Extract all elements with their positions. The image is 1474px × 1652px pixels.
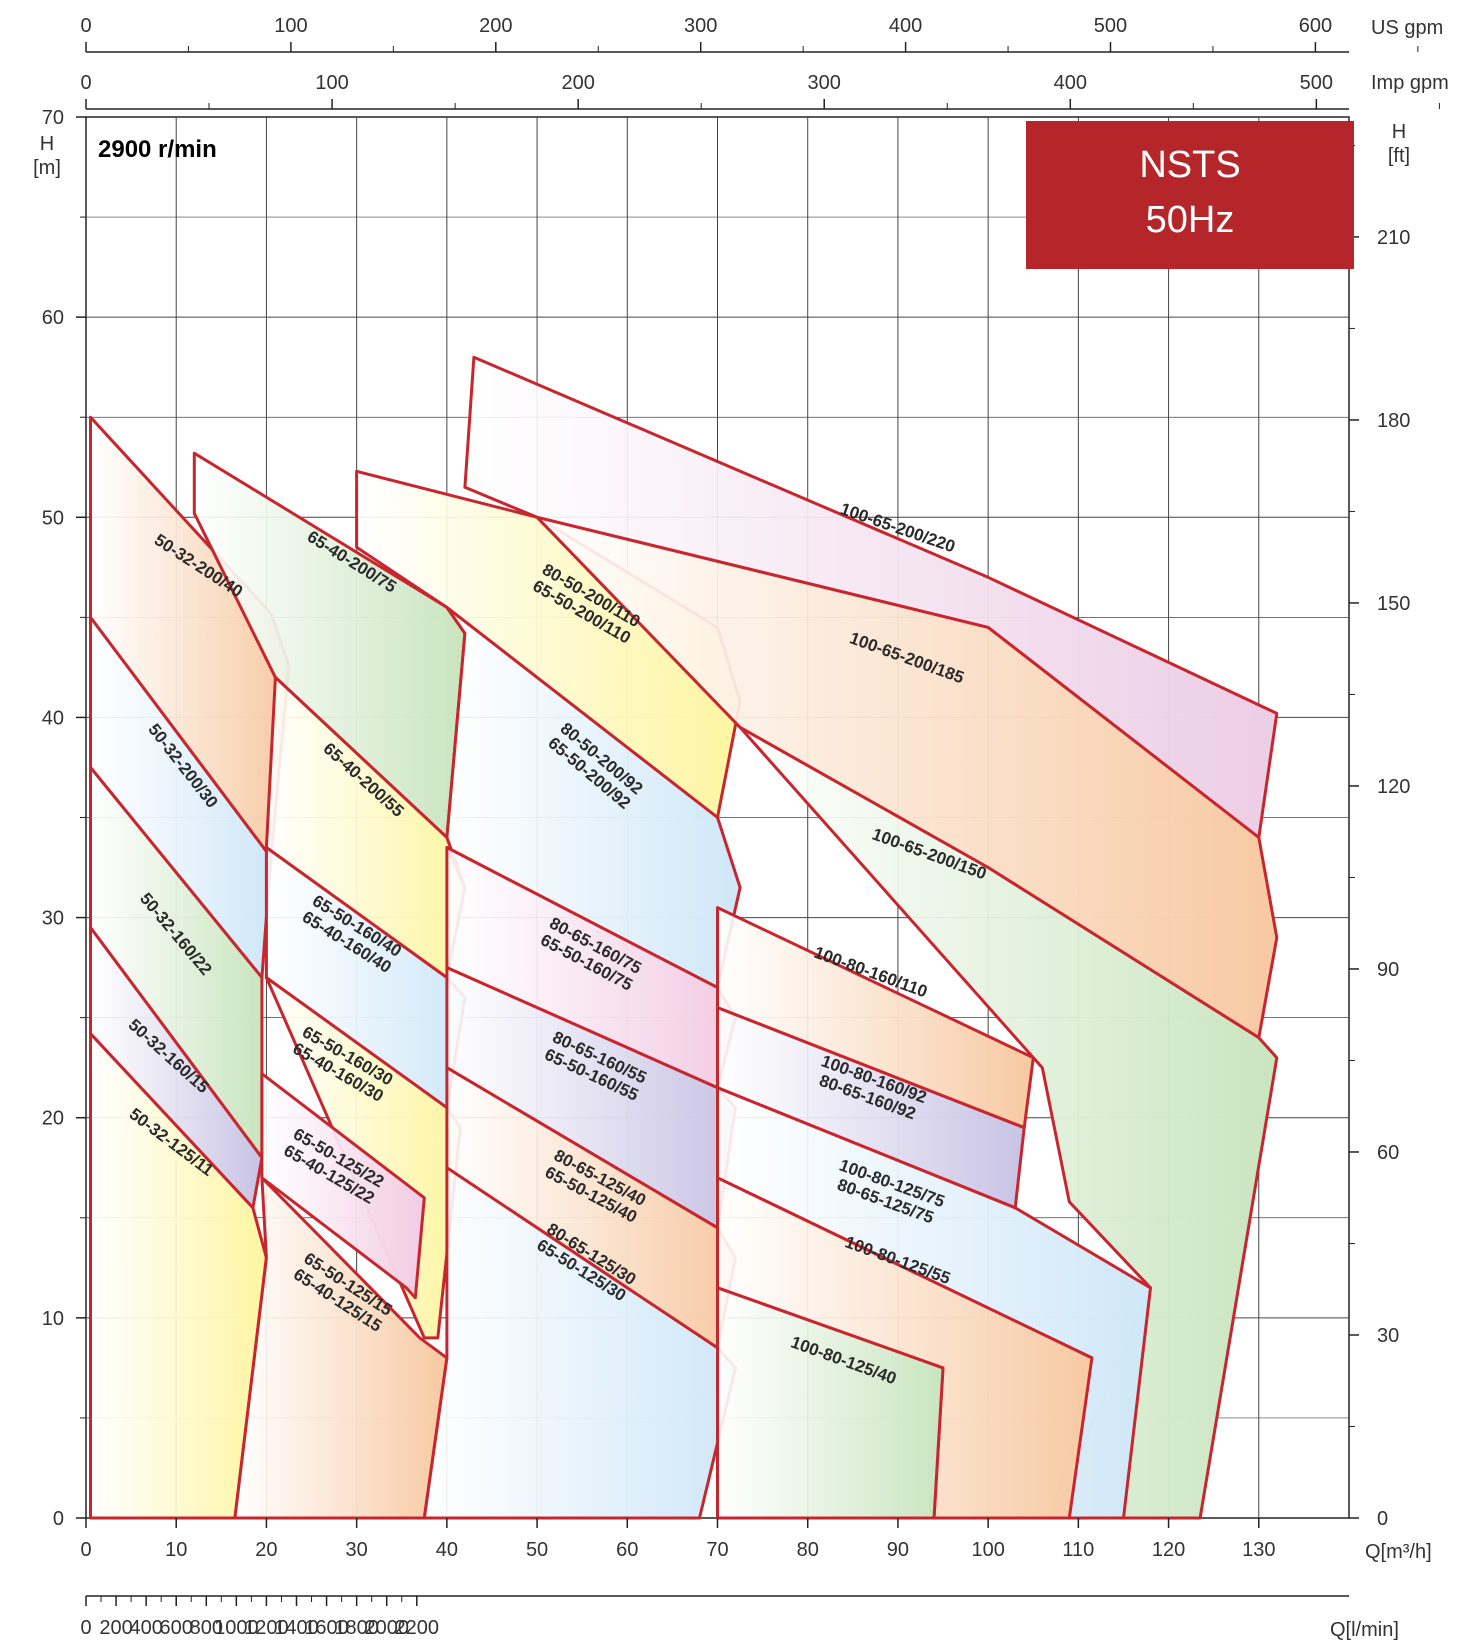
y-axis-title-ft: H — [1392, 121, 1406, 143]
y-tick-label-ft: 90 — [1377, 959, 1399, 981]
x-axis-title-m3h: Q[m³/h] — [1365, 1541, 1432, 1563]
x-tick-label-m3h: 100 — [971, 1539, 1004, 1561]
x-tick-label-usgpm: 500 — [1094, 15, 1127, 37]
badge-line-1: NSTS — [1139, 144, 1240, 186]
x-tick-label-m3h: 60 — [616, 1539, 638, 1561]
x-tick-label-usgpm: 200 — [479, 15, 512, 37]
x-tick-label-usgpm: 400 — [889, 15, 922, 37]
x-tick-label-impgpm: 400 — [1054, 72, 1087, 94]
series-badge: NSTS 50Hz — [1026, 121, 1354, 269]
y-tick-label-ft: 0 — [1377, 1508, 1388, 1530]
x-tick-label-m3h: 40 — [436, 1539, 458, 1561]
x-tick-label-m3h: 10 — [165, 1539, 187, 1561]
y-axis-title-m: H — [40, 133, 54, 155]
y-tick-label-ft: 120 — [1377, 776, 1410, 798]
x-tick-label-m3h: 110 — [1062, 1539, 1094, 1561]
y-tick-label-ft: 210 — [1377, 227, 1410, 249]
x-axis-title-usgpm: US gpm — [1371, 17, 1443, 39]
y-tick-label-m: 40 — [42, 707, 64, 729]
y-tick-label-m: 60 — [42, 307, 64, 329]
x-tick-label-impgpm: 200 — [561, 72, 594, 94]
x-tick-label-m3h: 50 — [526, 1539, 548, 1561]
x-tick-label-impgpm: 500 — [1300, 72, 1333, 94]
y-tick-label-ft: 60 — [1377, 1142, 1399, 1164]
y-tick-label-m: 0 — [53, 1508, 64, 1530]
x-tick-label-m3h: 70 — [706, 1539, 728, 1561]
x-tick-label-m3h: 120 — [1152, 1539, 1185, 1561]
x-tick-label-impgpm: 0 — [80, 72, 91, 94]
x-axis-title-lmin: Q[l/min] — [1330, 1619, 1399, 1641]
x-tick-label-impgpm: 100 — [315, 72, 348, 94]
x-tick-label-usgpm: 300 — [684, 15, 717, 37]
axes: 010203040506070H[m]0306090120150180210H[… — [33, 15, 1449, 1641]
x-tick-label-lmin: 1600 — [304, 1617, 349, 1639]
x-tick-label-usgpm: 0 — [80, 15, 91, 37]
y-tick-label-ft: 30 — [1377, 1325, 1399, 1347]
x-tick-label-usgpm: 100 — [274, 15, 307, 37]
y-tick-label-m: 10 — [42, 1308, 64, 1330]
x-tick-label-lmin: 200 — [99, 1617, 132, 1639]
x-tick-label-m3h: 90 — [887, 1539, 909, 1561]
y-tick-label-m: 30 — [42, 908, 64, 930]
x-axis-title-impgpm: Imp gpm — [1371, 72, 1449, 94]
x-tick-label-usgpm: 600 — [1299, 15, 1332, 37]
x-tick-label-lmin: 1000 — [214, 1617, 259, 1639]
pump-region — [716, 1286, 945, 1520]
x-tick-label-lmin: 0 — [80, 1617, 91, 1639]
x-tick-label-impgpm: 300 — [808, 72, 841, 94]
pump-region — [260, 1072, 426, 1300]
y-tick-label-m: 50 — [42, 507, 64, 529]
speed-label: 2900 r/min — [98, 136, 217, 163]
x-tick-label-lmin: 400 — [129, 1617, 162, 1639]
x-tick-label-m3h: 20 — [255, 1539, 277, 1561]
x-tick-label-lmin: 600 — [160, 1617, 193, 1639]
y-tick-label-ft: 150 — [1377, 593, 1410, 615]
x-tick-label-m3h: 0 — [80, 1539, 91, 1561]
x-tick-label-lmin: 2000 — [364, 1617, 409, 1639]
y-tick-label-m: 70 — [42, 107, 64, 129]
x-tick-label-lmin: 1200 — [244, 1617, 289, 1639]
y-tick-label-ft: 180 — [1377, 410, 1410, 432]
x-tick-label-lmin: 1800 — [334, 1617, 379, 1639]
x-tick-label-m3h: 130 — [1242, 1539, 1275, 1561]
y-axis-unit-m: [m] — [33, 157, 61, 179]
y-axis-unit-ft: [ft] — [1388, 145, 1410, 167]
x-tick-label-lmin: 800 — [190, 1617, 223, 1639]
y-tick-label-m: 20 — [42, 1108, 64, 1130]
badge-line-2: 50Hz — [1146, 199, 1235, 241]
x-tick-label-lmin: 1400 — [274, 1617, 319, 1639]
x-tick-label-m3h: 30 — [346, 1539, 368, 1561]
x-tick-label-lmin: 2200 — [395, 1617, 440, 1639]
x-tick-label-m3h: 80 — [797, 1539, 819, 1561]
badge-box — [1026, 121, 1354, 269]
pump-regions — [89, 355, 1279, 1520]
